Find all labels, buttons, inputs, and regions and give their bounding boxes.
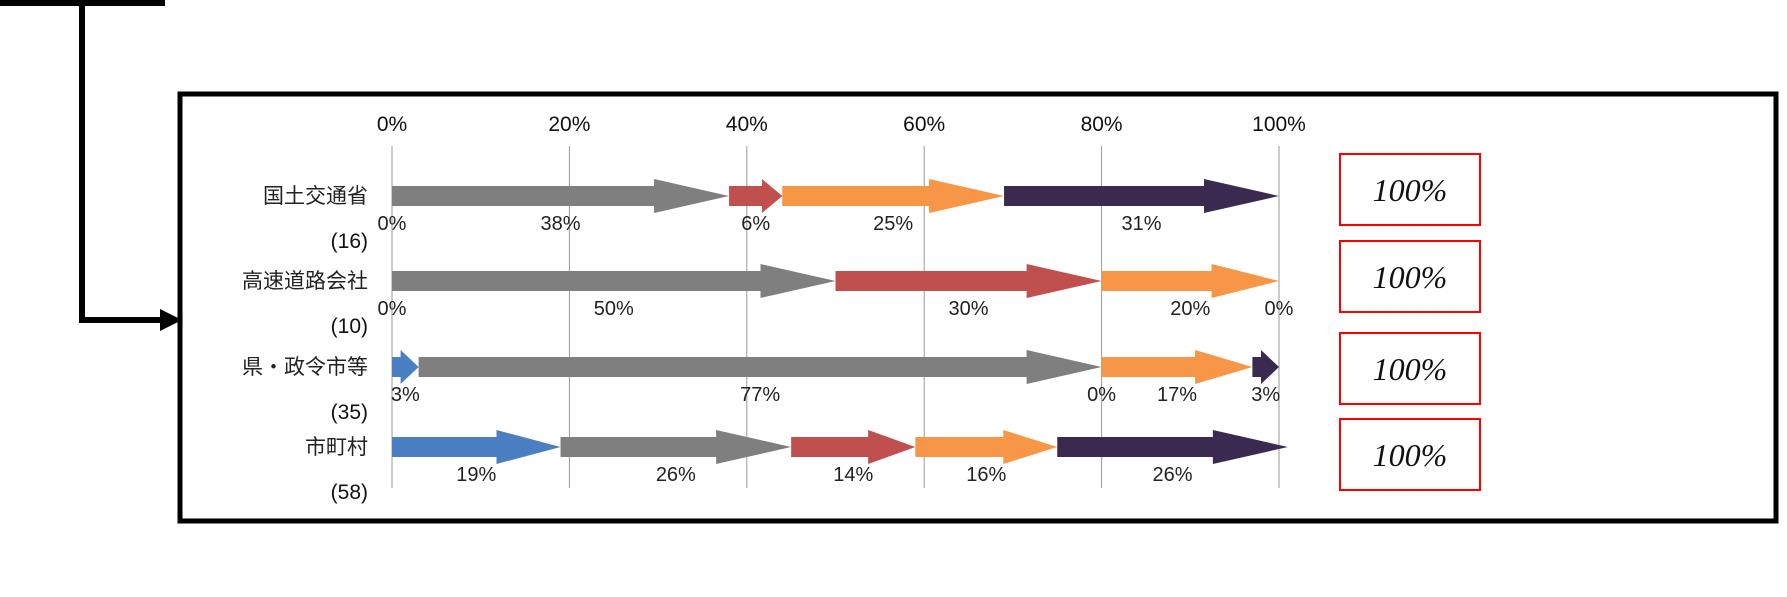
arrow-segment <box>392 350 419 384</box>
data-label: 30% <box>949 298 989 320</box>
data-label: 3% <box>1251 384 1280 406</box>
data-label: 77% <box>740 384 780 406</box>
connector-bracket <box>0 0 165 323</box>
data-label: 50% <box>594 298 634 320</box>
arrow-segment <box>392 179 730 213</box>
total-box <box>1339 153 1481 226</box>
category-count: (35) <box>331 401 368 424</box>
arrow-segment <box>791 430 916 464</box>
data-label: 20% <box>1170 298 1210 320</box>
x-tick-label: 40% <box>726 113 768 136</box>
arrow-bars <box>392 179 1288 464</box>
data-label: 19% <box>456 464 496 486</box>
data-label: 6% <box>741 213 770 235</box>
arrow-segment <box>1101 264 1279 298</box>
arrow-segment <box>1057 430 1288 464</box>
data-label: 17% <box>1157 384 1197 406</box>
category-label: 市町村 <box>305 435 368 459</box>
category-label: 高速道路会社 <box>242 269 368 293</box>
arrow-segment <box>782 179 1005 213</box>
data-label: 26% <box>656 464 696 486</box>
data-label: 38% <box>541 213 581 235</box>
total-value: 100% <box>1373 259 1448 295</box>
total-box <box>1339 418 1481 491</box>
arrow-segment <box>915 430 1058 464</box>
x-tick-label: 20% <box>548 113 590 136</box>
data-label: 31% <box>1121 213 1161 235</box>
data-label: 0% <box>378 213 407 235</box>
bracket-vertical-line <box>79 3 165 323</box>
data-label: 3% <box>391 384 420 406</box>
data-label: 0% <box>1265 298 1294 320</box>
x-tick-label: 60% <box>903 113 945 136</box>
arrow-segment <box>835 264 1102 298</box>
x-axis-tick-labels: 0% 20% 40% 60% 80% 100% <box>377 113 1306 136</box>
arrow-segment <box>418 350 1102 384</box>
category-count: (10) <box>331 315 368 338</box>
connector-arrowhead <box>160 309 182 331</box>
data-label: 0% <box>1087 384 1116 406</box>
total-box <box>1339 240 1481 313</box>
data-label: 25% <box>873 213 913 235</box>
category-count: (58) <box>331 481 368 504</box>
total-value: 100% <box>1373 351 1448 387</box>
arrow-segment <box>560 430 792 464</box>
arrow-segment <box>729 179 783 213</box>
arrow-segment <box>1252 350 1279 384</box>
gridlines <box>391 146 1280 488</box>
data-labels: 0% 38% 6% 25% 31% 0% 50% 30% 20% 0% 3% 77% 0% 17% 3% 19… <box>378 213 1294 486</box>
category-labels: 国土交通省 (16) 高速道路会社 (10) 県・政令市等 (35) 市町村 (58) <box>242 184 368 504</box>
x-tick-label: 80% <box>1081 113 1123 136</box>
data-label: 0% <box>378 298 407 320</box>
x-tick-label: 100% <box>1252 113 1306 136</box>
category-label: 国土交通省 <box>263 184 368 208</box>
arrow-segment <box>1101 350 1253 384</box>
arrow-segment <box>392 430 561 464</box>
total-value: 100% <box>1373 172 1448 208</box>
data-label: 14% <box>833 464 873 486</box>
x-tick-label: 0% <box>377 113 407 136</box>
total-box <box>1339 332 1481 405</box>
total-boxes: 100% 100% 100% 100% <box>1339 153 1481 491</box>
category-count: (16) <box>331 230 368 253</box>
arrow-segment <box>392 264 836 298</box>
arrow-segment <box>1004 179 1279 213</box>
category-label: 県・政令市等 <box>242 355 368 379</box>
total-value: 100% <box>1373 437 1448 473</box>
data-label: 16% <box>966 464 1006 486</box>
data-label: 26% <box>1153 464 1193 486</box>
